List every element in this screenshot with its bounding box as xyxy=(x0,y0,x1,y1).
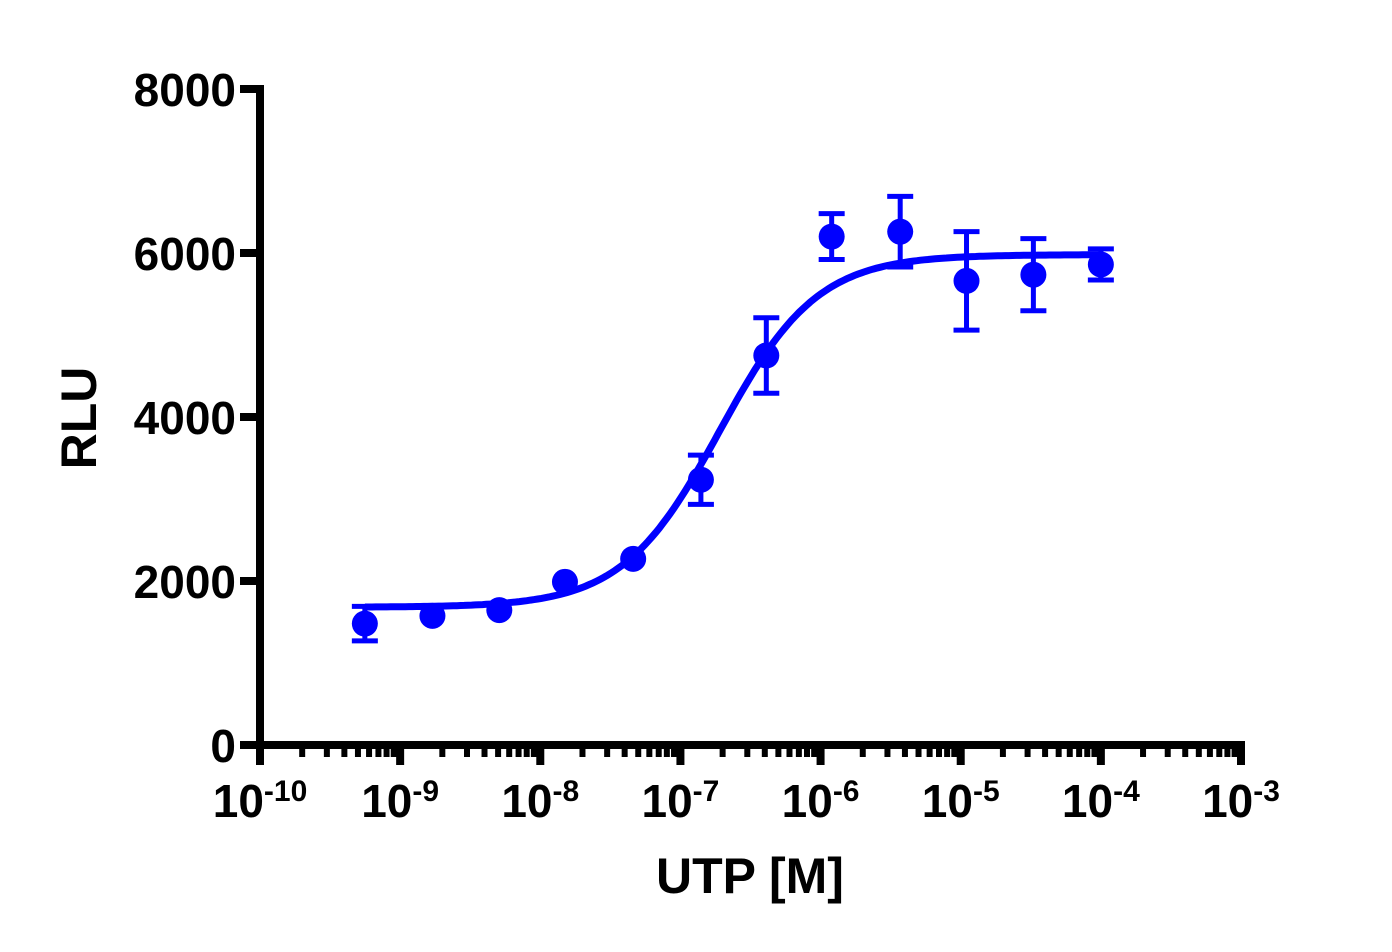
data-point xyxy=(1087,251,1114,278)
y-tick-label: 2000 xyxy=(134,556,236,608)
data-point xyxy=(1020,261,1047,288)
y-tick-label: 0 xyxy=(210,720,236,772)
x-tick-label: 10-4 xyxy=(1062,775,1140,827)
y-tick-label: 8000 xyxy=(134,64,236,116)
data-point xyxy=(753,342,780,369)
x-tick-label: 10-6 xyxy=(782,775,860,827)
y-axis-label: RLU xyxy=(51,367,107,470)
data-points-layer xyxy=(351,193,1114,644)
x-tick-label: 10-3 xyxy=(1202,775,1280,827)
y-tick-label: 6000 xyxy=(134,228,236,280)
data-point xyxy=(818,223,845,250)
axes: 0 2000 4000 6000 8000 10-10 10-9 10-8 10-7 10-6 10… xyxy=(134,64,1280,827)
data-point xyxy=(887,218,914,245)
fit-curve xyxy=(364,251,1101,611)
data-point xyxy=(953,267,980,294)
data-point xyxy=(620,545,647,572)
data-point xyxy=(419,602,446,629)
x-tick-label: 10-9 xyxy=(361,775,439,827)
y-tick-label: 4000 xyxy=(134,392,236,444)
data-point xyxy=(351,610,378,637)
x-tick-label: 10-10 xyxy=(213,775,308,827)
x-tick-label: 10-7 xyxy=(641,775,719,827)
fit-curve-layer xyxy=(364,251,1101,611)
data-point xyxy=(687,466,714,493)
x-axis-label: UTP [M] xyxy=(656,848,844,904)
x-tick-label: 10-5 xyxy=(922,775,1000,827)
data-point xyxy=(486,597,513,624)
x-tick-label: 10-8 xyxy=(501,775,579,827)
data-point xyxy=(551,568,578,595)
